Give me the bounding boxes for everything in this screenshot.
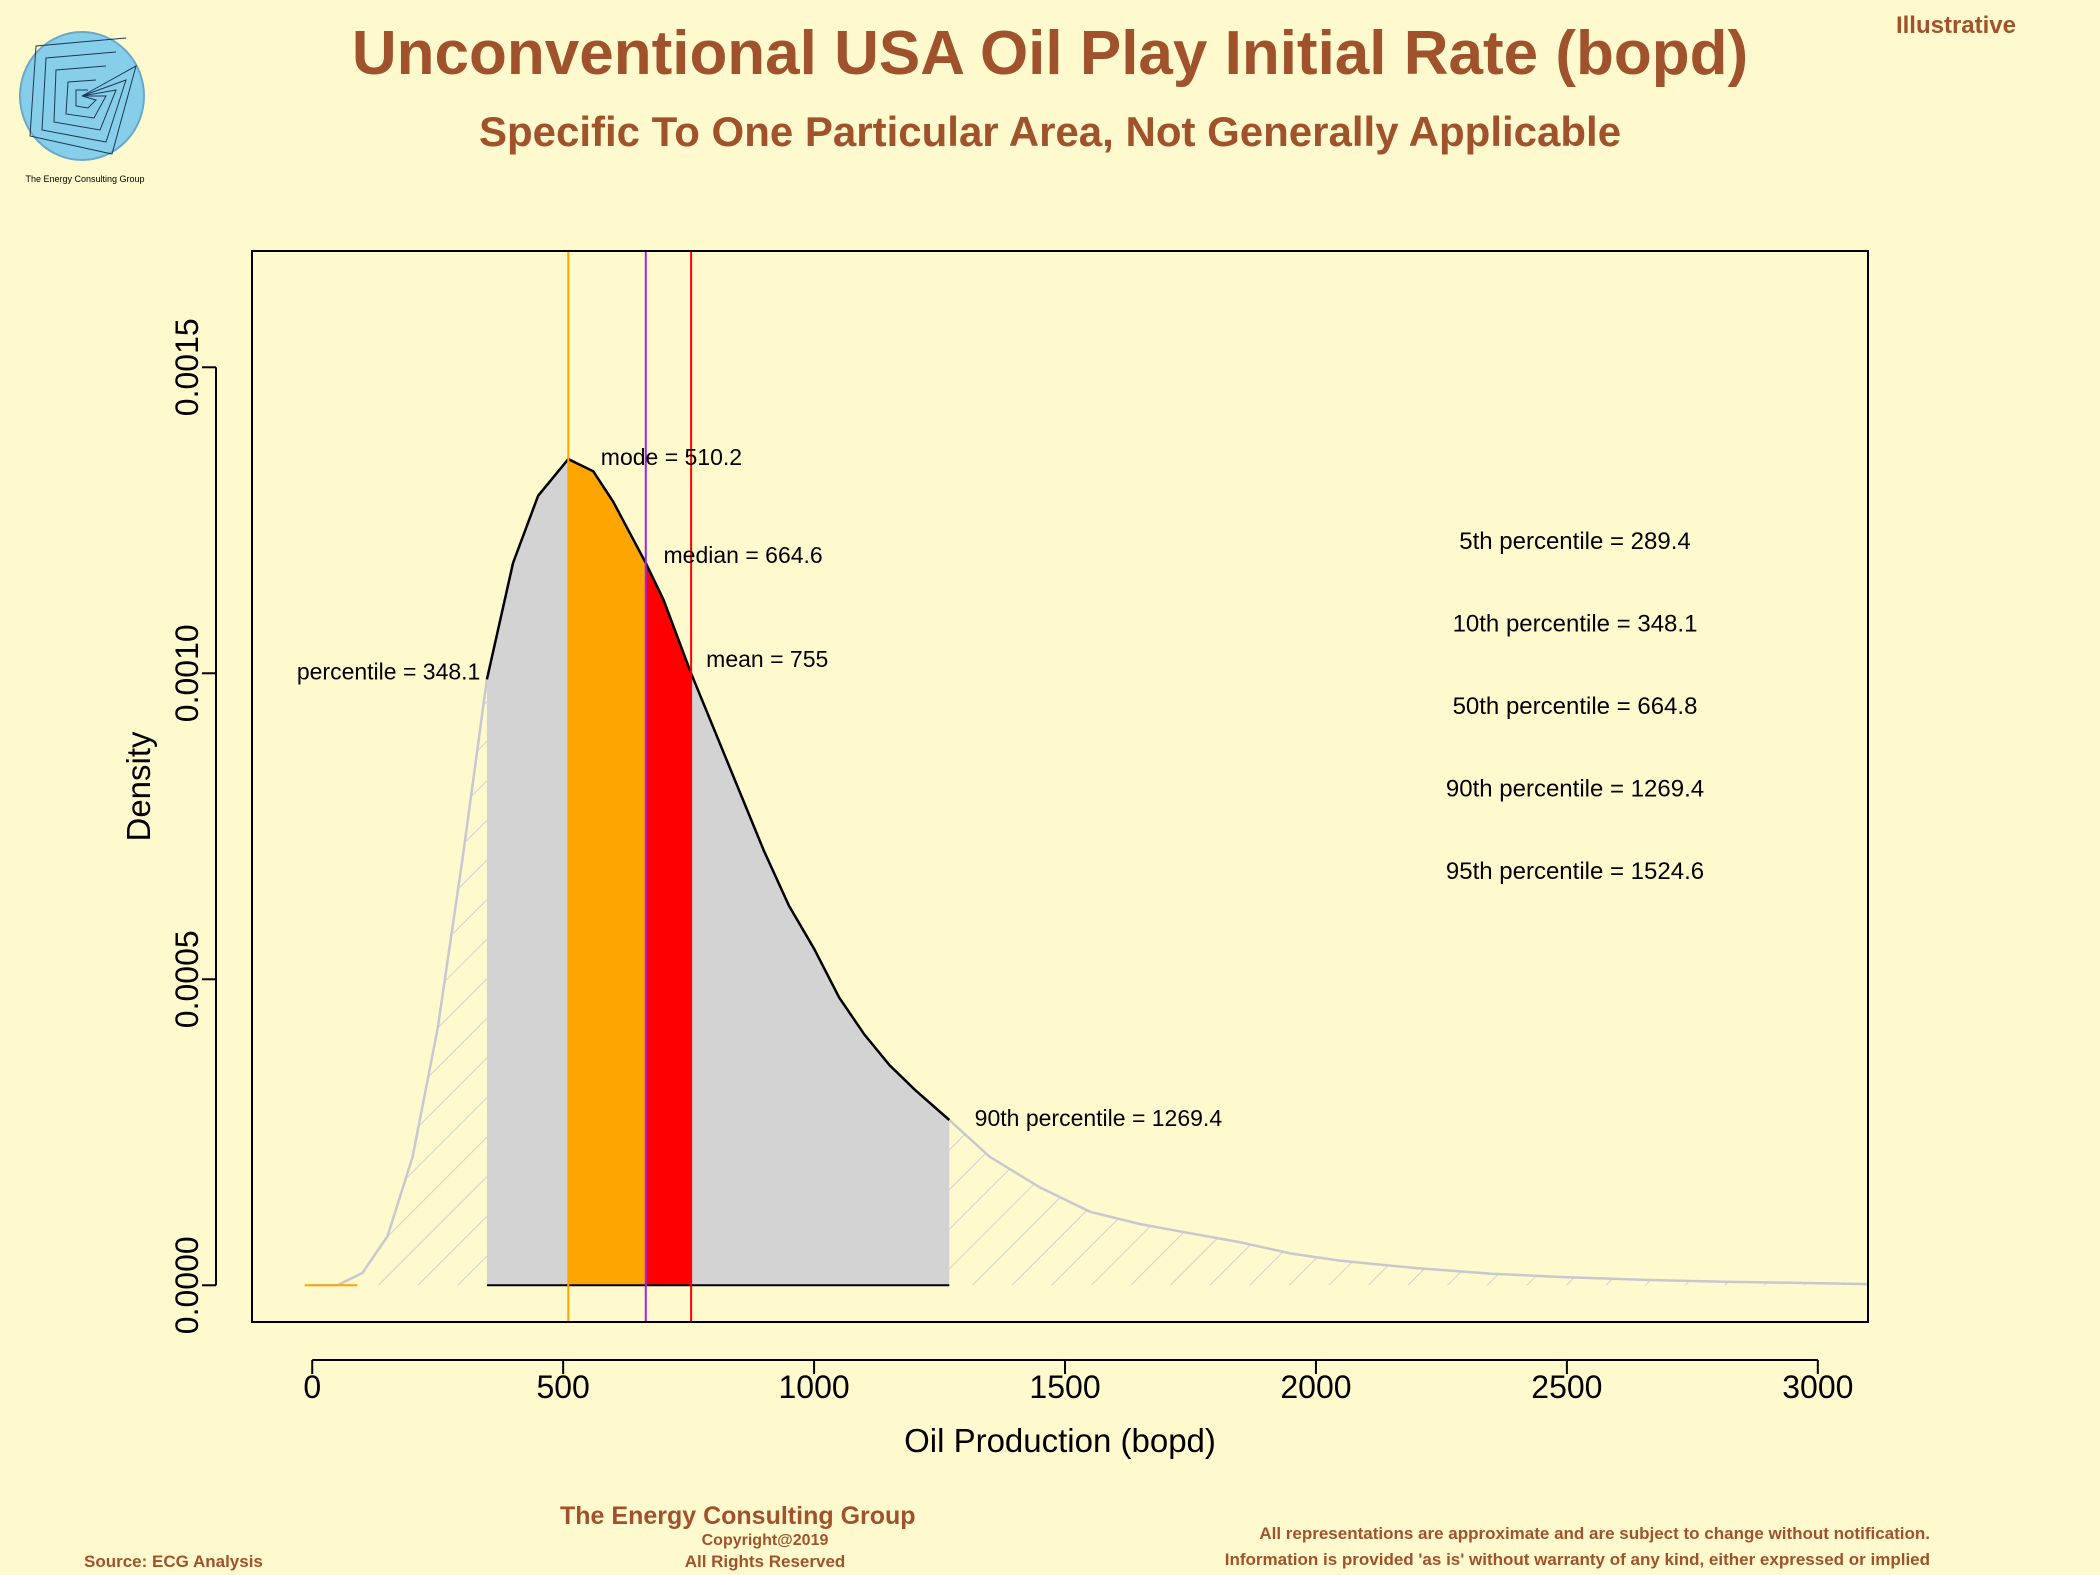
curve-annotation: mode = 510.2 (601, 444, 742, 470)
percentile-label: 10th percentile = 348.1 (1453, 611, 1698, 638)
chart-subtitle: Specific To One Particular Area, Not Gen… (478, 108, 1622, 155)
percentile-label: 95th percentile = 1524.6 (1446, 858, 1704, 885)
curve-annotation: mean = 755 (706, 646, 828, 672)
y-tick-label: 0.0015 (169, 318, 205, 416)
shaded-region-2 (645, 563, 692, 1286)
footer-disclaimer-1: All representations are approximate and … (1259, 1524, 1930, 1543)
logo-caption: The Energy Consulting Group (25, 174, 145, 184)
shaded-region-3 (691, 673, 950, 1286)
x-tick-label: 0 (303, 1369, 321, 1405)
shaded-region-1 (568, 459, 646, 1286)
percentile-label: 50th percentile = 664.8 (1453, 693, 1698, 720)
left-tail-curve (312, 679, 489, 1287)
y-tick-label: 0.0010 (169, 624, 205, 722)
footer-disclaimer-2: Information is provided 'as is' without … (1224, 1550, 1930, 1569)
footer-source: Source: ECG Analysis (84, 1552, 263, 1571)
plot-frame (251, 250, 1869, 1323)
curve-annotation: median = 664.6 (664, 542, 823, 568)
curve-annotation: percentile = 348.1 (297, 658, 481, 684)
company-logo-icon (19, 31, 145, 161)
percentile-label: 90th percentile = 1269.4 (1446, 776, 1704, 803)
x-tick-label: 1000 (778, 1369, 849, 1405)
footer-copyright: Copyright@2019 (701, 1532, 829, 1549)
footer-company: The Energy Consulting Group (560, 1502, 916, 1530)
chart-title: Unconventional USA Oil Play Initial Rate… (351, 19, 1749, 88)
y-tick-label: 0.0005 (169, 930, 205, 1028)
x-axis-label: Oil Production (bopd) (904, 1422, 1216, 1459)
x-tick-label: 1500 (1029, 1369, 1100, 1405)
percentile-label: 5th percentile = 289.4 (1459, 528, 1691, 555)
y-axis-label: Density (120, 731, 157, 842)
x-tick-label: 500 (536, 1369, 589, 1405)
right-tail-curve (948, 1119, 1869, 1286)
illustrative-tag: Illustrative (1895, 12, 2016, 39)
shaded-region-0 (486, 459, 569, 1286)
footer-rights: All Rights Reserved (684, 1552, 846, 1571)
x-tick-label: 3000 (1782, 1369, 1853, 1405)
left-tail-hatch (312, 679, 487, 1286)
x-tick-label: 2000 (1280, 1369, 1351, 1405)
x-tick-label: 2500 (1531, 1369, 1602, 1405)
y-tick-label: 0.0000 (169, 1236, 205, 1334)
curve-annotation: 90th percentile = 1269.4 (975, 1105, 1223, 1131)
right-tail-hatch (949, 1120, 1868, 1286)
